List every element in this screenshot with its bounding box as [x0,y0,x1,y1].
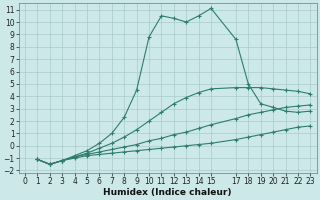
X-axis label: Humidex (Indice chaleur): Humidex (Indice chaleur) [103,188,232,197]
